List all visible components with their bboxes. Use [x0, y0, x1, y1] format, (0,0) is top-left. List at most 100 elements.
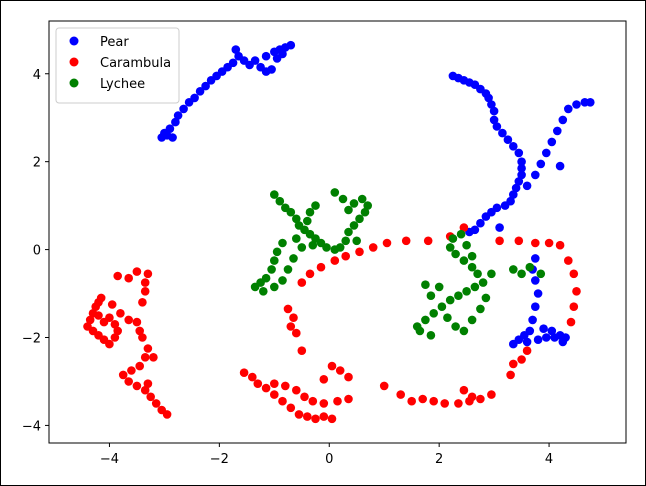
point-carambula-33: [118, 370, 128, 380]
point-carambula-45: [253, 379, 263, 389]
point-carambula-97: [509, 359, 518, 369]
point-carambula-92: [476, 394, 485, 404]
point-pear-58: [481, 212, 491, 221]
point-lychee-58: [456, 229, 466, 239]
point-lychee-39: [297, 243, 307, 252]
point-lychee-63: [434, 282, 444, 292]
point-carambula-76: [341, 251, 351, 261]
point-carambula-68: [283, 304, 293, 314]
point-carambula-105: [564, 256, 573, 265]
legend-label-lychee: Lychee: [100, 77, 145, 92]
point-lychee-74: [517, 269, 526, 279]
point-lychee-4: [292, 214, 301, 224]
point-lychee-64: [443, 313, 452, 323]
point-carambula-64: [335, 366, 345, 375]
point-carambula-102: [531, 238, 540, 248]
x-tick-label: −2: [210, 452, 229, 467]
point-pear-91: [558, 337, 568, 347]
x-tick-label: −4: [100, 452, 119, 467]
point-pear-62: [522, 181, 532, 191]
point-pear-5: [179, 104, 188, 114]
point-pear-72: [586, 98, 595, 107]
point-carambula-75: [330, 256, 340, 265]
point-lychee-50: [470, 282, 480, 292]
point-lychee-70: [421, 280, 430, 290]
point-carambula-86: [407, 396, 417, 406]
point-carambula-57: [292, 385, 301, 395]
x-tick-label: 0: [325, 452, 333, 467]
point-pear-39: [484, 93, 493, 103]
legend-label-pear: Pear: [100, 35, 129, 50]
point-carambula-99: [522, 346, 532, 356]
point-lychee-27: [278, 238, 287, 248]
point-carambula-19: [132, 317, 142, 327]
point-pear-70: [572, 100, 581, 109]
point-pear-66: [547, 137, 557, 147]
point-carambula-52: [311, 414, 320, 424]
point-lychee-40: [308, 240, 318, 250]
point-lychee-44: [421, 315, 430, 325]
y-tick-label: 4: [33, 68, 41, 83]
point-lychee-62: [426, 291, 436, 301]
point-lychee-12: [335, 243, 345, 252]
legend-marker-lychee: [69, 78, 79, 88]
point-lychee-42: [352, 236, 362, 246]
point-lychee-76: [536, 269, 546, 279]
point-pear-68: [558, 115, 568, 125]
point-carambula-53: [319, 412, 329, 421]
point-pear-85: [522, 337, 532, 347]
point-pear-3: [171, 117, 180, 127]
legend-label-carambula: Carambula: [100, 56, 171, 71]
point-pear-53: [509, 190, 518, 199]
point-carambula-77: [355, 247, 364, 257]
point-carambula-32: [127, 366, 136, 375]
point-carambula-12: [110, 320, 120, 329]
point-pear-23: [261, 51, 271, 61]
point-carambula-109: [566, 317, 576, 327]
point-lychee-17: [360, 207, 370, 217]
point-carambula-34: [124, 377, 133, 386]
point-lychee-52: [487, 269, 496, 279]
point-carambula-48: [278, 396, 287, 406]
point-carambula-83: [459, 223, 469, 232]
point-lychee-57: [448, 234, 458, 243]
point-carambula-61: [333, 396, 342, 406]
point-carambula-26: [132, 267, 142, 276]
series-carambula: [83, 223, 581, 424]
point-lychee-68: [476, 304, 485, 314]
point-pear-47: [514, 148, 524, 158]
point-carambula-37: [146, 392, 155, 402]
point-lychee-28: [272, 247, 282, 257]
point-lychee-34: [259, 287, 268, 296]
point-carambula-23: [140, 287, 150, 296]
series-pear: [157, 40, 595, 349]
point-carambula-9: [105, 339, 114, 349]
point-pear-43: [492, 122, 502, 131]
point-carambula-21: [138, 333, 147, 342]
point-carambula-50: [294, 410, 304, 419]
x-tick-label: 2: [435, 452, 443, 467]
point-lychee-60: [467, 251, 477, 261]
point-pear-7: [190, 93, 199, 103]
point-carambula-11: [113, 326, 122, 336]
point-lychee-15: [349, 221, 359, 230]
point-lychee-33: [250, 282, 260, 292]
point-carambula-90: [454, 399, 463, 408]
point-lychee-25: [311, 201, 320, 210]
point-pear-63: [531, 170, 540, 180]
point-lychee-10: [322, 243, 331, 252]
point-pear-67: [553, 126, 562, 136]
point-lychee-20: [349, 199, 359, 208]
point-carambula-43: [239, 368, 249, 378]
point-pear-84: [509, 339, 518, 349]
point-lychee-47: [445, 295, 455, 305]
point-pear-40: [487, 100, 496, 109]
y-tick-label: 0: [33, 244, 41, 259]
point-carambula-79: [382, 238, 392, 248]
point-lychee-66: [459, 326, 469, 336]
point-pear-79: [531, 302, 540, 312]
points-layer: [83, 40, 595, 424]
point-pear-19: [250, 56, 260, 65]
